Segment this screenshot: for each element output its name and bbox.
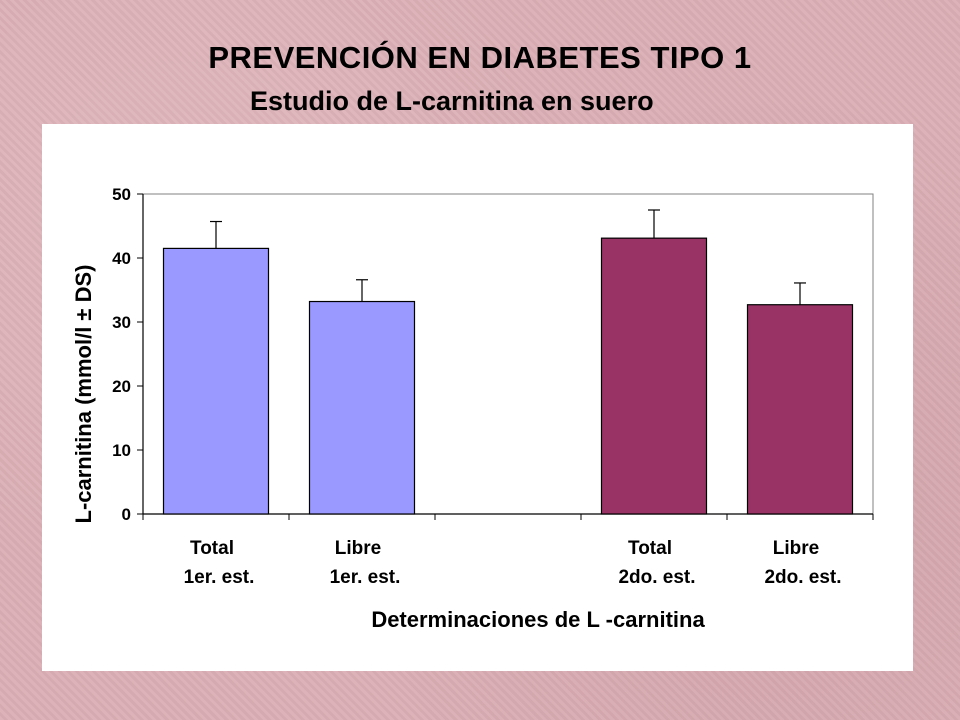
bar	[600, 237, 708, 515]
y-tick-label: 50	[112, 185, 131, 204]
y-tick-label: 20	[112, 377, 131, 396]
x-category-label: 2do. est.	[618, 567, 695, 588]
x-axis-title: Determinaciones de L -carnitina	[371, 607, 705, 632]
y-tick-label: 40	[112, 249, 131, 268]
bar	[162, 247, 270, 515]
y-axis-title: L-carnitina (mmol/l ± DS)	[71, 265, 96, 524]
x-category-label: 1er. est.	[330, 567, 401, 588]
chart-panel: 0 10 20 30 40 50 Total 1er. est. Libre 1er. est. T…	[42, 124, 913, 671]
slide-subtitle: Estudio de L-carnitina en suero	[250, 86, 654, 116]
x-category-label: 2do. est.	[764, 567, 841, 588]
x-category-label: Total	[628, 538, 672, 559]
bar	[308, 300, 416, 515]
y-tick-label: 30	[112, 313, 131, 332]
y-tick-label: 10	[112, 441, 131, 460]
bar	[746, 304, 854, 515]
y-tick-label: 0	[122, 505, 131, 524]
x-category-label: Libre	[773, 538, 819, 559]
bar-chart: 0 10 20 30 40 50 Total 1er. est. Libre 1er. est. T…	[71, 185, 874, 632]
x-category-label: 1er. est.	[184, 567, 255, 588]
x-category-label: Libre	[335, 538, 381, 559]
slide-title: PREVENCIÓN EN DIABETES TIPO 1	[208, 40, 752, 75]
x-category-label: Total	[190, 538, 234, 559]
